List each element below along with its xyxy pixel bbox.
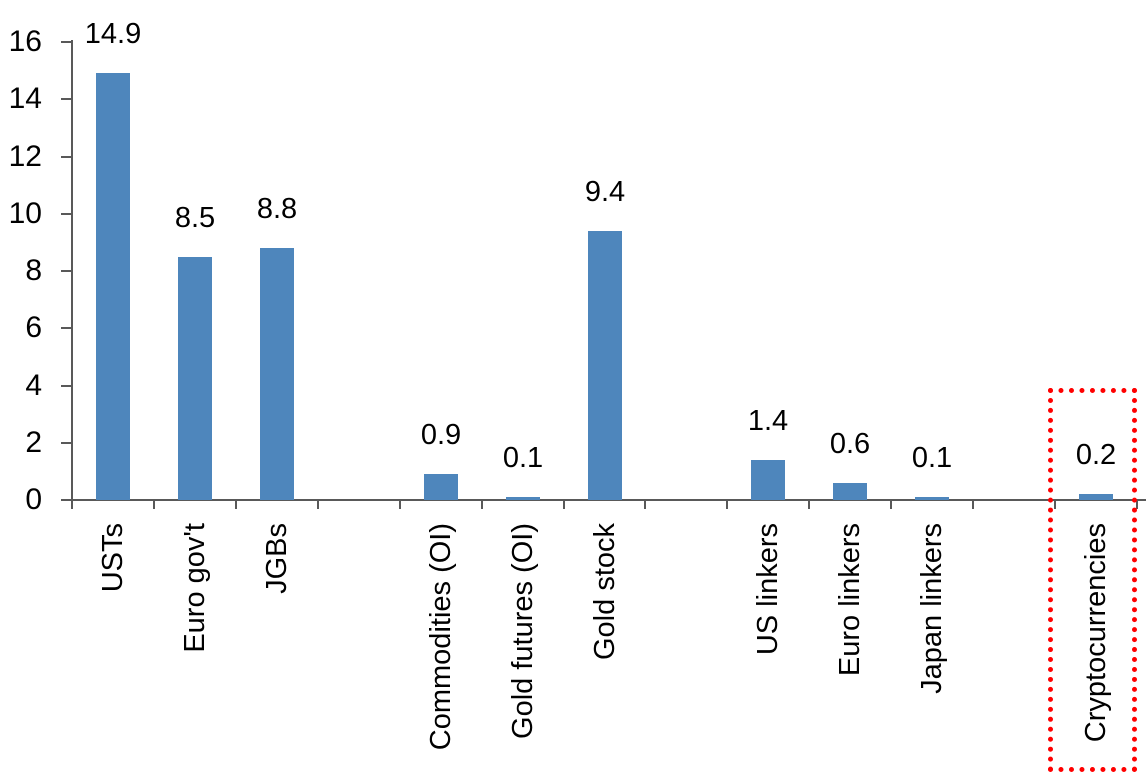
category-label: Gold futures (OI) — [507, 523, 539, 739]
y-axis-tick — [61, 327, 72, 329]
bar-gold-stock — [588, 231, 622, 500]
x-axis-tick — [972, 500, 974, 509]
x-axis-tick — [153, 500, 155, 509]
x-axis-tick — [563, 500, 565, 509]
category-label: Japan linkers — [916, 523, 948, 694]
x-axis-tick — [71, 500, 73, 509]
x-axis-tick — [1136, 500, 1138, 509]
category-label: US linkers — [752, 523, 784, 656]
value-label: 0.1 — [502, 442, 544, 474]
y-axis-tick — [61, 499, 72, 501]
x-axis-tick — [890, 500, 892, 509]
x-axis-tick — [644, 500, 646, 509]
highlight-box-cryptocurrencies — [1048, 388, 1137, 772]
bar-japan-linkers — [915, 497, 949, 500]
x-axis-tick — [1054, 500, 1056, 509]
y-axis-tick-label: 16 — [8, 25, 42, 58]
y-axis-tick — [61, 213, 72, 215]
category-label: JGBs — [261, 523, 293, 594]
y-axis-tick-label: 2 — [25, 426, 42, 459]
value-label: 0.1 — [911, 442, 953, 474]
x-axis-tick — [481, 500, 483, 509]
value-label: 14.9 — [84, 18, 142, 50]
y-axis-tick — [61, 41, 72, 43]
y-axis-tick-label: 0 — [25, 483, 42, 516]
x-axis-line — [71, 499, 1146, 501]
value-label: 8.8 — [256, 193, 298, 225]
category-label: Euro gov't — [179, 523, 211, 653]
y-axis-tick-label: 6 — [25, 311, 42, 344]
category-label: Euro linkers — [834, 523, 866, 677]
value-label: 9.4 — [584, 176, 626, 208]
bar-usts — [96, 73, 130, 500]
y-axis-tick — [61, 385, 72, 387]
x-axis-tick — [235, 500, 237, 509]
bar-gold-futures-oi — [506, 497, 540, 500]
category-label: USTs — [97, 523, 129, 593]
y-axis-tick — [61, 98, 72, 100]
bar-cryptocurrencies — [1079, 494, 1113, 500]
bar-euro-linkers — [833, 483, 867, 500]
x-axis-tick — [726, 500, 728, 509]
value-label: 8.5 — [174, 202, 216, 234]
bar-jgbs — [260, 248, 294, 500]
y-axis-tick-label: 10 — [8, 197, 42, 230]
bar-euro-gov-t — [178, 257, 212, 500]
x-axis-tick — [317, 500, 319, 509]
value-label: 0.2 — [1075, 439, 1117, 471]
y-axis-tick-label: 8 — [25, 254, 42, 287]
y-axis-line — [71, 40, 73, 509]
value-label: 1.4 — [747, 405, 789, 437]
x-axis-tick — [399, 500, 401, 509]
y-axis-tick-label: 4 — [25, 369, 42, 402]
y-axis-tick — [61, 156, 72, 158]
y-axis-tick — [61, 270, 72, 272]
category-label: Gold stock — [589, 523, 621, 660]
bar-commodities-oi — [424, 474, 458, 500]
y-axis-tick-label: 12 — [8, 140, 42, 173]
x-axis-tick — [808, 500, 810, 509]
value-label: 0.9 — [420, 419, 462, 451]
y-axis-tick-label: 14 — [8, 82, 42, 115]
bar-us-linkers — [751, 460, 785, 500]
y-axis-tick — [61, 442, 72, 444]
value-label: 0.6 — [829, 428, 871, 460]
category-label: Commodities (OI) — [425, 523, 457, 751]
